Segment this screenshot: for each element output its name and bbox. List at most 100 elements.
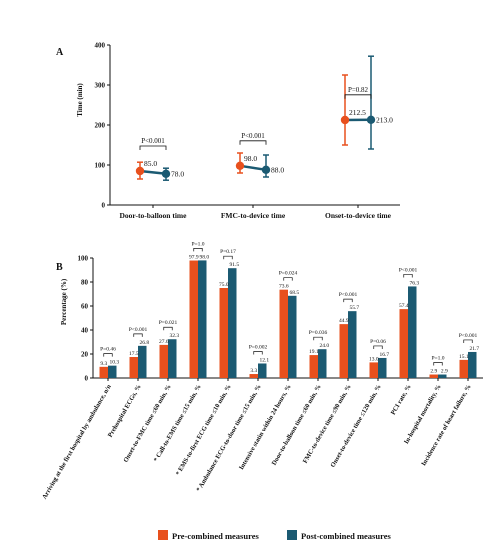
panel-a-label: A bbox=[56, 47, 64, 58]
panel-b-y-tick-label: 100 bbox=[78, 255, 89, 263]
panel-b-value-label-post: 68.5 bbox=[289, 290, 299, 296]
panel-a-ylabel: Time (min) bbox=[76, 83, 84, 117]
panel-a-x-tick-label: FMC-to-device time bbox=[221, 211, 286, 220]
panel-a-x-tick-label: Door-to-balloon time bbox=[119, 211, 187, 220]
panel-b-x-tick-label: Onset-to-device time ≤120 min, % bbox=[329, 384, 382, 469]
panel-b-bar-pre bbox=[399, 309, 408, 378]
panel-a-point-pre bbox=[235, 161, 245, 170]
panel-a-p-value: P<0.001 bbox=[241, 132, 265, 140]
panel-b-bar-post bbox=[348, 311, 357, 378]
panel-b-significance-bracket bbox=[283, 277, 293, 281]
panel-a-point-post bbox=[161, 169, 171, 178]
panel-b-p-value: P<0.001 bbox=[339, 292, 358, 298]
panel-b-value-label-pre: 3.3 bbox=[250, 368, 257, 374]
panel-b-p-value: P=1.0 bbox=[191, 241, 204, 247]
panel-b-x-tick-label: Intensive statin within 24 hours, % bbox=[238, 384, 293, 472]
panel-b-p-value: P=1.0 bbox=[431, 356, 444, 362]
panel-b-bar-post bbox=[108, 365, 117, 378]
panel-b-significance-bracket bbox=[373, 345, 383, 349]
panel-a-connector-line bbox=[239, 164, 267, 172]
panel-b-label: B bbox=[56, 262, 63, 273]
panel-a-value-label-post: 213.0 bbox=[376, 115, 393, 124]
legend-label-pre: Pre-combined measures bbox=[172, 531, 259, 541]
panel-b-bar-pre bbox=[99, 366, 108, 378]
panel-b-value-label-post: 24.0 bbox=[319, 343, 329, 349]
panel-b-significance-bracket bbox=[223, 255, 233, 260]
panel-b-value-label-pre: 13.0 bbox=[369, 356, 379, 362]
panel-b-significance-bracket bbox=[193, 248, 203, 252]
panel-b-x-tick-label: Prehospital ECGs, % bbox=[107, 384, 143, 439]
panel-b-p-value: P=0.06 bbox=[370, 339, 386, 345]
panel-b-bar-post bbox=[258, 363, 267, 378]
panel-a-significance-bracket bbox=[139, 145, 167, 150]
panel-b-x-tick-label: Arriving at the first hospital by ambula… bbox=[41, 383, 113, 500]
panel-b-value-label-post: 12.1 bbox=[259, 357, 269, 363]
panel-b-significance-bracket bbox=[463, 339, 473, 343]
panel-b-value-label-post: 2.9 bbox=[441, 369, 448, 375]
panel-b-p-value: P<0.001 bbox=[399, 267, 418, 273]
panel-b-x-tick-label: * EMS-to-first ECG time ≤10 min, % bbox=[175, 384, 233, 477]
panel-b-significance-bracket bbox=[433, 362, 443, 366]
panel-b-significance-bracket bbox=[403, 274, 413, 278]
panel-a-point-post bbox=[261, 165, 271, 174]
panel-b-value-label-pre: 17.5 bbox=[129, 351, 139, 357]
panel-b-ylabel: Percentage (%) bbox=[60, 278, 68, 325]
panel-b-x-tick-label: Incidence rate of heart failure, % bbox=[420, 384, 472, 468]
panel-b-bar-pre bbox=[219, 288, 228, 378]
panel-b-value-label-pre: 27.6 bbox=[159, 339, 169, 345]
panel-b-bar-pre bbox=[429, 374, 438, 378]
panel-b-bar-post bbox=[378, 357, 387, 378]
panel-b-value-label-pre: 57.4 bbox=[399, 303, 409, 309]
panel-a-connector-line bbox=[139, 169, 167, 176]
panel-b-significance-bracket bbox=[163, 326, 173, 331]
panel-a-y-tick-label: 400 bbox=[95, 42, 106, 50]
panel-b-y-tick-label: 40 bbox=[81, 327, 89, 335]
panel-b-p-value: P=0.021 bbox=[159, 320, 178, 326]
panel-b-value-label-pre: 9.3 bbox=[100, 361, 107, 367]
panel-b-value-label-post: 32.3 bbox=[169, 333, 179, 339]
panel-b-bar-post bbox=[228, 268, 237, 378]
panel-a-point-pre bbox=[135, 166, 145, 176]
panel-b-bar-post bbox=[438, 374, 447, 378]
panel-b-value-label-post: 21.7 bbox=[469, 346, 479, 352]
panel-b-significance-bracket bbox=[313, 336, 323, 341]
panel-b-bar-pre bbox=[339, 324, 348, 378]
panel-b-significance-bracket bbox=[103, 353, 113, 357]
panel-a-significance-bracket bbox=[344, 94, 372, 99]
panel-b-significance-bracket bbox=[253, 351, 263, 355]
legend: Pre-combined measures Post-combined meas… bbox=[158, 530, 391, 541]
panel-a-value-label-post: 78.0 bbox=[171, 169, 184, 178]
panel-a-value-label-pre: 85.0 bbox=[144, 159, 157, 168]
panel-b-bar-pre bbox=[369, 362, 378, 378]
panel-b-significance-bracket bbox=[133, 333, 143, 337]
panel-b-bar-post bbox=[288, 295, 297, 378]
legend-swatch-post bbox=[287, 530, 297, 540]
panel-b-y-tick-label: 0 bbox=[85, 375, 89, 383]
panel-b-bar-post bbox=[408, 286, 417, 378]
panel-b-p-value: P<0.001 bbox=[129, 327, 148, 333]
panel-b-bar-pre bbox=[459, 359, 468, 378]
panel-b-x-tick-label: PCI rate, % bbox=[390, 384, 413, 417]
panel-b-bar-post bbox=[468, 351, 477, 378]
panel-b-bar-pre bbox=[189, 260, 198, 378]
panel-b-bar-pre bbox=[309, 355, 318, 378]
panel-b-value-label-post: 76.3 bbox=[409, 280, 419, 286]
panel-a-plot: 0 100 200 300 400 Door-to-balloon time 85.0 78.… bbox=[95, 42, 400, 220]
panel-a-x-tick-label: Onset-to-device time bbox=[325, 211, 392, 220]
panel-b-value-label-post: 10.3 bbox=[109, 360, 119, 366]
panel-b-plot: 0 20 40 60 80 100 9.3 10.3 P=0.46 Arriving at the… bbox=[41, 241, 483, 501]
legend-swatch-pre bbox=[158, 530, 168, 540]
panel-b-p-value: P=0.002 bbox=[249, 344, 268, 350]
panel-a-value-label-pre: 98.0 bbox=[244, 154, 257, 163]
panel-a-value-label-pre: 212.5 bbox=[349, 108, 366, 117]
panel-b-value-label-pre: 75.0 bbox=[219, 282, 229, 288]
panel-b-bar-post bbox=[138, 345, 147, 378]
panel-b-value-label-pre: 19.1 bbox=[309, 349, 319, 355]
panel-a-y-tick-label: 0 bbox=[102, 202, 106, 210]
panel-b-value-label-pre: 73.6 bbox=[279, 284, 289, 290]
panel-b-bar-post bbox=[168, 339, 177, 378]
panel-b-bar-pre bbox=[129, 357, 138, 378]
panel-b-value-label-pre: 15.1 bbox=[459, 354, 469, 360]
panel-b-y-tick-label: 80 bbox=[81, 279, 89, 287]
